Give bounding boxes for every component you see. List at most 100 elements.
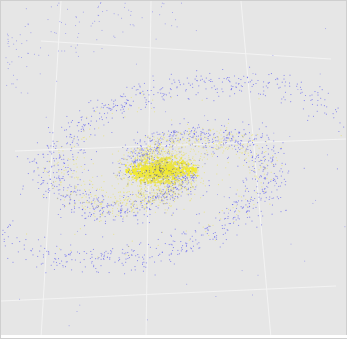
blue-point	[134, 142, 136, 144]
blue-point	[192, 86, 194, 88]
blue-point	[97, 7, 99, 9]
blue-point	[74, 207, 76, 209]
yellow-point	[147, 135, 149, 137]
yellow-point	[160, 153, 162, 155]
yellow-point	[123, 191, 125, 193]
yellow-point	[130, 96, 132, 99]
blue-point	[177, 175, 179, 177]
yellow-point	[99, 217, 101, 219]
blue-point	[179, 123, 181, 125]
yellow-point	[194, 193, 196, 195]
blue-point	[260, 210, 262, 212]
blue-point	[174, 240, 176, 242]
yellow-point	[183, 161, 185, 164]
blue-point	[261, 188, 263, 190]
yellow-point	[203, 156, 205, 158]
blue-point	[175, 177, 177, 179]
blue-point	[215, 237, 217, 239]
yellow-point	[172, 192, 174, 194]
blue-point	[57, 258, 60, 260]
yellow-point	[209, 128, 211, 130]
yellow-point	[176, 153, 178, 155]
yellow-point	[73, 145, 76, 147]
blue-point	[233, 75, 236, 77]
blue-point	[71, 176, 73, 178]
yellow-point	[168, 166, 171, 169]
blue-point	[256, 186, 258, 188]
yellow-point	[112, 207, 114, 210]
yellow-point	[271, 162, 273, 164]
yellow-point	[96, 188, 98, 190]
blue-point	[136, 158, 138, 160]
blue-point	[133, 166, 135, 168]
blue-point	[168, 207, 170, 209]
yellow-point	[170, 158, 172, 160]
yellow-point	[83, 130, 85, 132]
yellow-point	[147, 144, 149, 146]
yellow-point	[156, 177, 159, 180]
blue-point	[134, 148, 136, 150]
yellow-point	[128, 191, 130, 193]
yellow-point	[101, 202, 103, 204]
blue-point	[228, 118, 230, 120]
blue-point	[224, 232, 226, 234]
yellow-point	[144, 206, 146, 208]
blue-point	[271, 160, 273, 162]
blue-point	[110, 109, 112, 111]
blue-point	[207, 135, 209, 138]
yellow-point	[187, 179, 189, 181]
yellow-point	[69, 198, 71, 200]
yellow-point	[99, 202, 102, 204]
yellow-point	[154, 171, 157, 174]
blue-point	[232, 218, 234, 220]
yellow-point	[205, 145, 207, 147]
yellow-point	[252, 139, 254, 142]
blue-point	[151, 133, 153, 135]
blue-point	[189, 159, 191, 161]
yellow-point	[130, 179, 133, 182]
blue-point	[101, 201, 103, 203]
blue-point	[320, 104, 322, 106]
blue-point	[55, 32, 57, 34]
yellow-point	[125, 171, 128, 174]
blue-point	[111, 99, 113, 101]
blue-point	[251, 178, 254, 180]
yellow-point	[119, 177, 121, 179]
blue-point	[210, 78, 212, 80]
blue-point	[153, 132, 155, 134]
blue-point	[185, 233, 187, 235]
blue-point	[177, 177, 179, 179]
yellow-point	[220, 129, 222, 131]
blue-point	[62, 176, 64, 178]
blue-point	[276, 83, 278, 85]
yellow-point	[144, 190, 146, 192]
yellow-point	[220, 134, 222, 136]
blue-point	[282, 142, 284, 144]
blue-point	[190, 191, 192, 193]
blue-point	[195, 94, 197, 96]
yellow-point	[154, 155, 156, 157]
yellow-point	[140, 166, 143, 169]
blue-point	[229, 187, 231, 188]
yellow-point	[201, 159, 203, 161]
blue-point	[99, 213, 101, 215]
blue-point	[74, 190, 76, 192]
blue-point	[66, 142, 69, 144]
yellow-point	[145, 193, 147, 196]
blue-point	[177, 139, 179, 141]
yellow-point	[119, 159, 121, 161]
blue-point	[71, 142, 73, 144]
yellow-point	[146, 188, 148, 190]
blue-point	[177, 249, 179, 251]
blue-point	[155, 174, 157, 176]
blue-point	[200, 138, 202, 140]
yellow-point	[194, 135, 196, 137]
blue-point	[137, 131, 139, 133]
yellow-point	[161, 199, 163, 201]
bottom-edge	[1, 335, 347, 338]
blue-point	[140, 144, 142, 147]
yellow-point	[157, 189, 159, 191]
yellow-point	[43, 167, 45, 169]
yellow-point	[270, 178, 272, 181]
